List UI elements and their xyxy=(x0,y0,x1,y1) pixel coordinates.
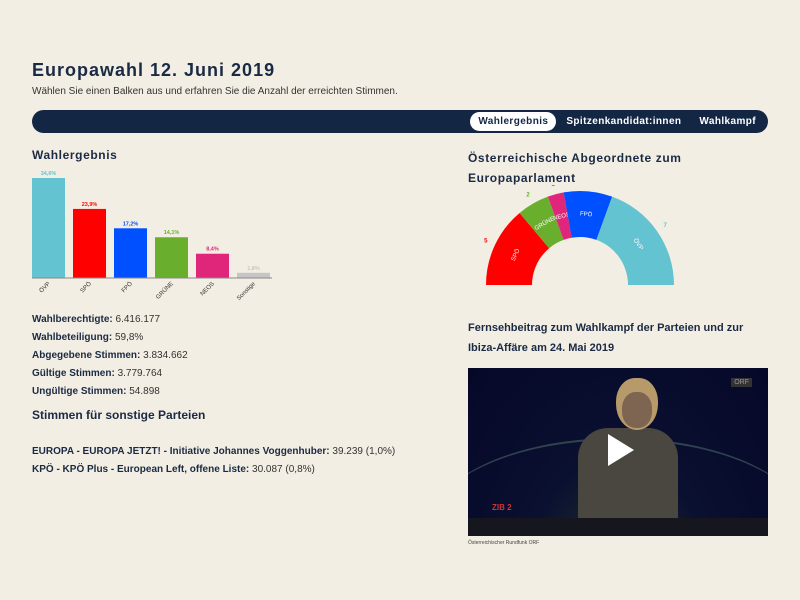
others-list: EUROPA - EUROPA JETZT! - Initiative Joha… xyxy=(32,443,395,479)
video-anchor-face xyxy=(622,392,652,428)
other-party-row: KPÖ - KPÖ Plus - European Left, offene L… xyxy=(32,464,315,475)
tab-bar: Wahlergebnis Spitzenkandidat:innen Wahlk… xyxy=(32,110,768,133)
others-title: Stimmen für sonstige Parteien xyxy=(32,408,206,422)
seat-count-label: 2 xyxy=(526,193,530,199)
bar-value-label: 14,1% xyxy=(164,230,180,236)
other-party-row: EUROPA - EUROPA JETZT! - Initiative Joha… xyxy=(32,446,396,457)
stat-row: Gültige Stimmen: 3.779.764 xyxy=(32,368,163,379)
video-title: Fernsehbeitrag zum Wahlkampf der Parteie… xyxy=(468,322,744,354)
bar-category-label: Sonstige xyxy=(236,281,257,302)
bar-5[interactable] xyxy=(237,272,270,278)
bar-value-label: 23,9% xyxy=(82,202,98,208)
seat-count-label: 7 xyxy=(664,223,668,229)
bar-category-label: ÖVP xyxy=(38,280,52,294)
bar-3[interactable] xyxy=(155,237,188,278)
bar-value-label: 17,2% xyxy=(123,221,139,227)
bar-value-label: 8,4% xyxy=(206,247,219,253)
bar-category-label: NEOS xyxy=(200,281,216,297)
bar-value-label: 1,8% xyxy=(247,266,260,272)
results-title: Wahlergebnis xyxy=(32,148,118,162)
page-subtitle: Wählen Sie einen Balken aus und erfahren… xyxy=(32,86,398,97)
orf-logo: ORF xyxy=(731,378,752,387)
seat-segment-4[interactable] xyxy=(596,196,674,285)
bar-category-label: SPÖ xyxy=(79,280,93,294)
tab-wahlergebnis[interactable]: Wahlergebnis xyxy=(470,112,557,131)
page-title: Europawahl 12. Juni 2019 xyxy=(32,60,276,80)
bar-chart-svg: 34,6% ÖVP 23,9% SPÖ 17,2% FPÖ 14,1% GRÜNE 8,4% NE… xyxy=(32,171,272,302)
zib-logo: ZIB 2 xyxy=(492,503,512,512)
parliament-title: Österreichische Abgeordnete zum Europapa… xyxy=(468,151,682,185)
bar-category-label: GRÜNE xyxy=(155,280,175,300)
tab-wahlkampf[interactable]: Wahlkampf xyxy=(699,116,756,127)
stat-row: Wahlberechtigte: 6.416.177 xyxy=(32,314,161,325)
bar-value-label: 34,6% xyxy=(41,171,57,177)
seat-party-label: NEOS xyxy=(553,212,571,222)
video-caption: Österreichischer Rundfunk ORF xyxy=(468,540,540,546)
seat-count-label: 1 xyxy=(551,185,555,188)
results-bar-chart: 34,6% ÖVP 23,9% SPÖ 17,2% FPÖ 14,1% GRÜNE 8,4% NE… xyxy=(32,168,272,308)
seat-count-label: 5 xyxy=(484,239,488,245)
seat-party-label: SPÖ xyxy=(510,248,522,263)
play-icon[interactable] xyxy=(608,434,634,466)
bar-1[interactable] xyxy=(73,208,106,278)
bar-2[interactable] xyxy=(114,228,147,278)
bar-0[interactable] xyxy=(32,178,65,278)
hemicycle-svg: SPÖ5GRÜNE2NEOS1FPÖ3ÖVP7 xyxy=(484,179,674,285)
stats-list: Wahlberechtigte: 6.416.177 Wahlbeteiligu… xyxy=(32,311,188,401)
seat-party-label: FPÖ xyxy=(580,210,593,218)
stat-row: Wahlbeteiligung: 59,8% xyxy=(32,332,144,343)
seat-segment-3[interactable] xyxy=(563,191,613,240)
stat-row: Ungültige Stimmen: 54.898 xyxy=(32,386,160,397)
seat-segment-0[interactable] xyxy=(486,212,550,285)
parliament-hemicycle-chart: SPÖ5GRÜNE2NEOS1FPÖ3ÖVP7 xyxy=(480,179,680,290)
stat-row: Abgegebene Stimmen: 3.834.662 xyxy=(32,350,188,361)
seat-segment-1[interactable] xyxy=(519,196,564,249)
bar-category-label: FPÖ xyxy=(120,280,134,294)
tab-spitzenkandidatinnen[interactable]: Spitzenkandidat:innen xyxy=(566,116,682,127)
bar-4[interactable] xyxy=(196,253,229,278)
video-desk xyxy=(468,518,768,536)
video-player[interactable]: ZIB 2 ORF xyxy=(468,368,768,536)
seat-segment-2[interactable] xyxy=(547,192,572,240)
